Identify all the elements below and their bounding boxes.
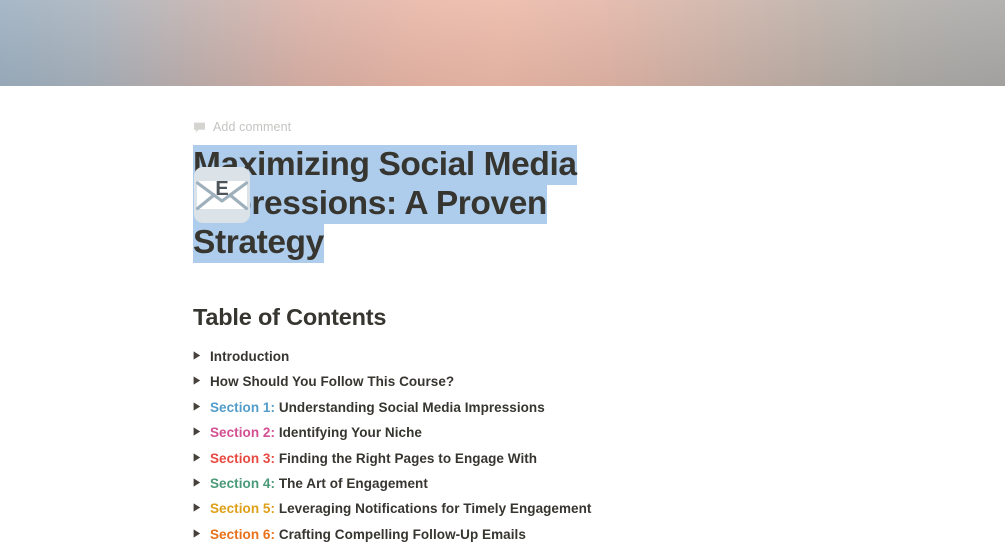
page-body: E Add comment Maximizing Social Media Im… [0, 118, 1005, 548]
toc-item-label: Understanding Social Media Impressions [278, 399, 545, 415]
svg-text:E: E [215, 178, 228, 200]
toc-item-text: Section 4: The Art of Engagement [210, 471, 428, 496]
add-comment-label: Add comment [213, 119, 292, 134]
toc-item-label: Finding the Right Pages to Engage With [278, 450, 538, 466]
triangle-right-icon[interactable] [193, 503, 210, 512]
page-title-line-1: Maximizing Social Media [193, 145, 577, 185]
toc-item-label: Crafting Compelling Follow-Up Emails [278, 526, 526, 542]
toc-item[interactable]: Section 2: Identifying Your Niche [193, 420, 965, 445]
cover-banner[interactable] [0, 0, 1005, 86]
comment-bubble-icon [193, 121, 206, 134]
add-comment-button[interactable]: Add comment [193, 118, 965, 136]
toc-item-text: Section 1: Understanding Social Media Im… [210, 395, 545, 420]
toc-item-text: Section 5: Leveraging Notifications for … [210, 496, 591, 521]
triangle-right-icon[interactable] [193, 478, 210, 487]
toc-item-section-prefix: Section 2: [210, 425, 276, 441]
toc-item[interactable]: Section 6: Crafting Compelling Follow-Up… [193, 522, 965, 547]
toc-item-label: Introduction [210, 349, 290, 364]
toc-item-section-prefix: Section 5: [210, 501, 276, 517]
toc-item-text: Section 3: Finding the Right Pages to En… [210, 446, 537, 471]
toc-item[interactable]: Section 3: Finding the Right Pages to En… [193, 446, 965, 471]
triangle-right-icon[interactable] [193, 402, 210, 411]
toc-item-section-prefix: Section 4: [210, 475, 276, 491]
toc-item[interactable]: How Should You Follow This Course? [193, 369, 965, 394]
triangle-right-icon[interactable] [193, 351, 210, 360]
toc-item-text: Section 6: Crafting Compelling Follow-Up… [210, 522, 526, 547]
toc-item-label: How Should You Follow This Course? [210, 374, 455, 390]
toc-item-label: Identifying Your Niche [278, 425, 422, 441]
page-title-line-2: Impressions: A Proven Strategy [193, 184, 547, 263]
toc-item[interactable]: Section 4: The Art of Engagement [193, 471, 965, 496]
triangle-right-icon[interactable] [193, 529, 210, 538]
toc-item-section-prefix: Section 6: [210, 526, 276, 542]
triangle-right-icon[interactable] [193, 427, 210, 436]
toc-item[interactable]: Section 1: Understanding Social Media Im… [193, 395, 965, 420]
triangle-right-icon[interactable] [193, 452, 210, 462]
page-title[interactable]: Maximizing Social Media Impressions: A P… [193, 145, 663, 263]
toc-item-text: Section 2: Identifying Your Niche [210, 420, 422, 445]
table-of-contents-list: Introduction How Should You Follow This C… [193, 344, 965, 548]
toc-item[interactable]: Introduction [193, 344, 965, 369]
toc-item-text: Introduction [210, 344, 289, 369]
toc-item-section-prefix: Section 3: [210, 450, 276, 466]
toc-heading: Table of Contents [193, 304, 387, 330]
envelope-icon[interactable]: E [193, 166, 251, 224]
toc-item-section-prefix: Section 1: [210, 399, 276, 415]
triangle-right-icon[interactable] [193, 376, 210, 385]
toc-item-label: Leveraging Notifications for Timely Enga… [278, 501, 592, 517]
toc-item-text: How Should You Follow This Course? [210, 369, 454, 394]
toc-item-label: The Art of Engagement [278, 475, 428, 491]
toc-item[interactable]: Section 5: Leveraging Notifications for … [193, 496, 965, 521]
